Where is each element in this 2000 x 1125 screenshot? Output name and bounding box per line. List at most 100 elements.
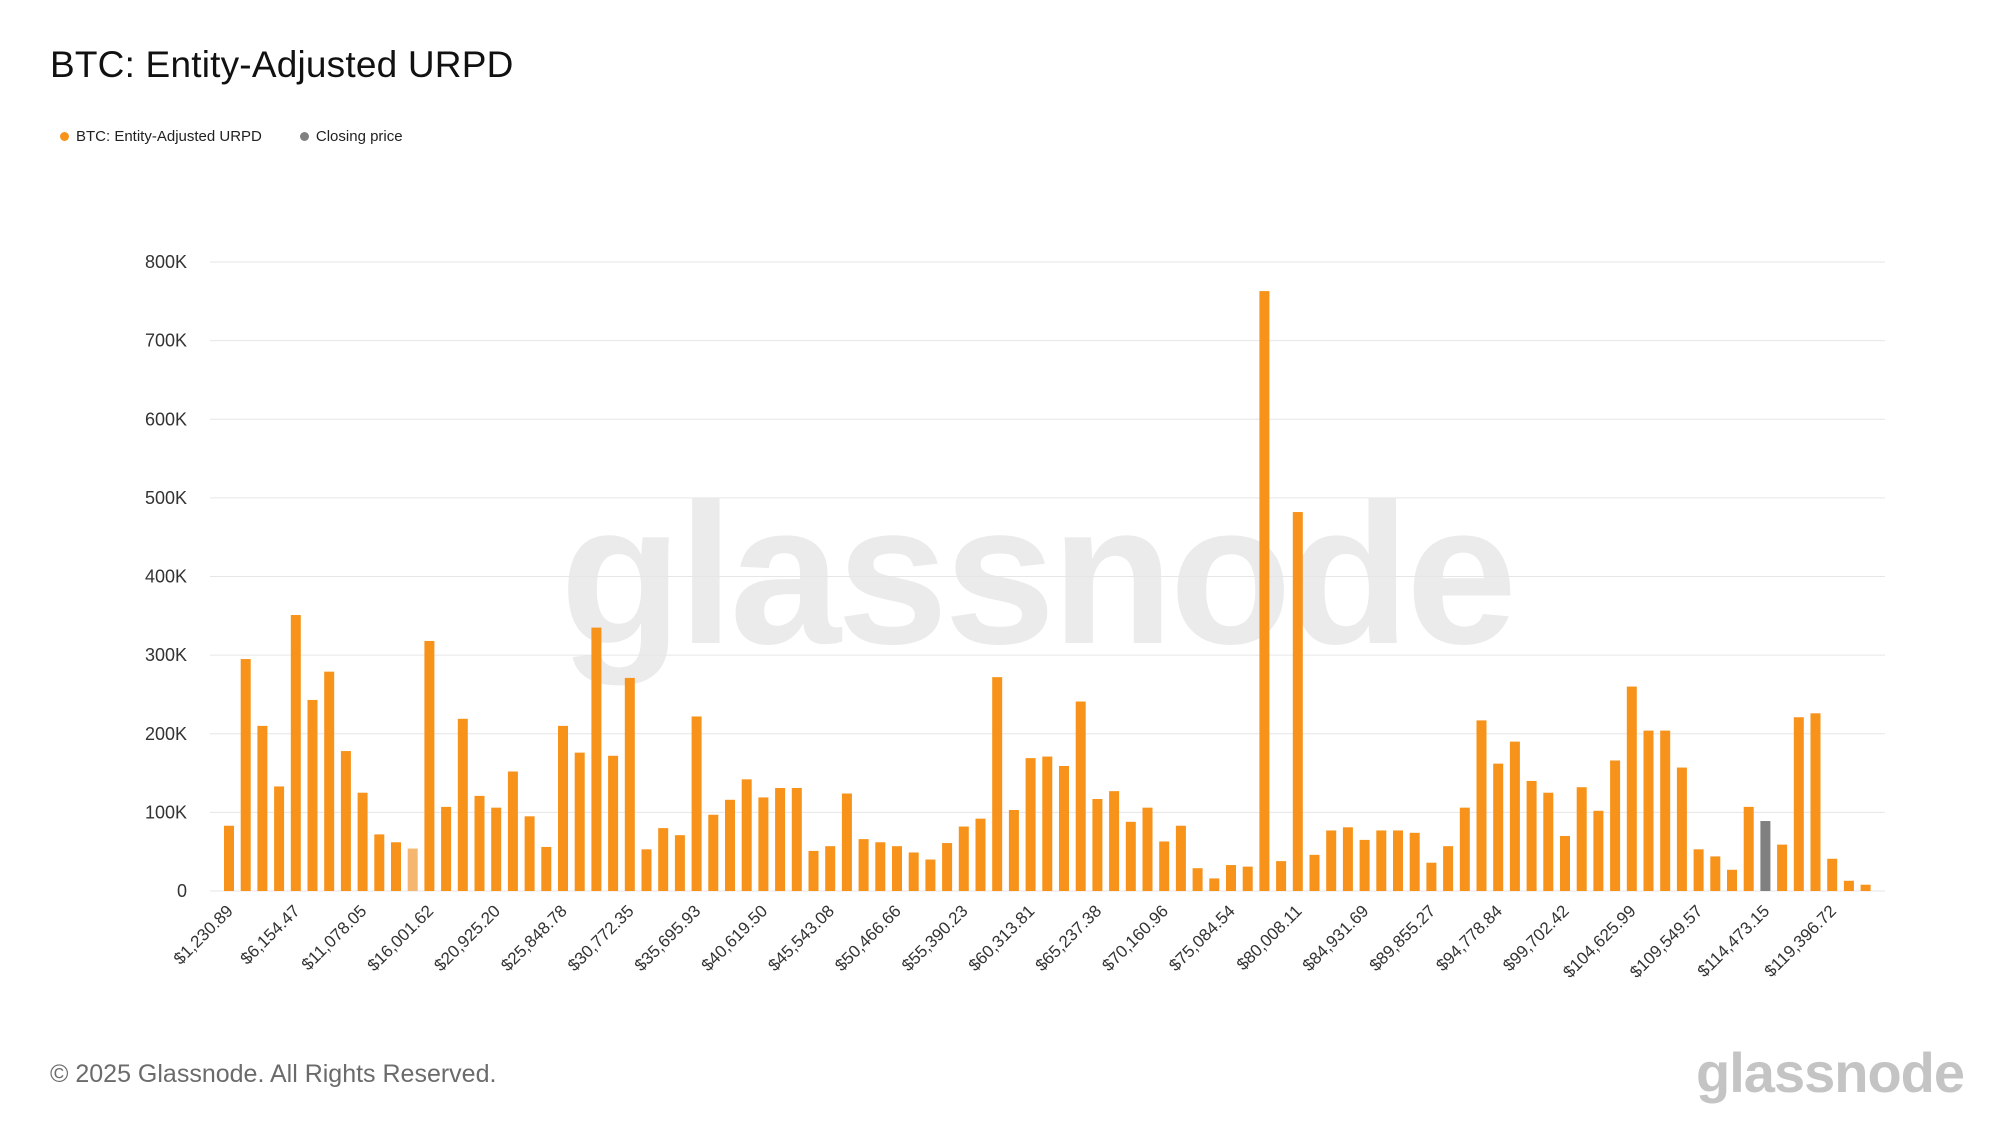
bar-urpd bbox=[1259, 291, 1270, 891]
bar-urpd bbox=[1125, 821, 1136, 891]
bar-urpd bbox=[340, 751, 351, 891]
y-tick-label: 400K bbox=[145, 567, 187, 587]
bar-urpd bbox=[1025, 758, 1036, 891]
bar-urpd bbox=[1777, 844, 1788, 891]
bar-urpd bbox=[1509, 741, 1520, 891]
bar-urpd bbox=[1626, 686, 1637, 891]
bar-urpd bbox=[357, 792, 368, 891]
bar-urpd bbox=[608, 755, 619, 891]
bar-urpd bbox=[808, 850, 819, 891]
bar-urpd bbox=[674, 835, 685, 891]
legend: BTC: Entity-Adjusted URPD Closing price bbox=[60, 128, 441, 145]
x-tick-label: $55,390.23 bbox=[898, 901, 972, 975]
bar-urpd bbox=[591, 627, 602, 891]
y-tick-label: 300K bbox=[145, 645, 187, 665]
bar-urpd bbox=[1142, 807, 1153, 891]
bar-urpd bbox=[758, 797, 769, 891]
bar-urpd bbox=[1793, 717, 1804, 891]
bar-urpd bbox=[658, 828, 669, 891]
bar-urpd bbox=[908, 852, 919, 891]
bar-urpd bbox=[1309, 854, 1320, 891]
x-tick-label: $11,078.05 bbox=[298, 901, 371, 974]
bar-urpd bbox=[875, 842, 886, 891]
y-tick-label: 100K bbox=[145, 802, 187, 822]
legend-dot-closing-price bbox=[299, 132, 309, 141]
bar-urpd bbox=[474, 795, 485, 891]
x-tick-label: $25,848.78 bbox=[497, 901, 571, 975]
x-tick-label: $1,230.89 bbox=[170, 901, 237, 968]
bar-urpd bbox=[541, 846, 552, 891]
x-tick-label: $50,466.66 bbox=[831, 901, 905, 975]
x-tick-label: $35,695.93 bbox=[631, 901, 705, 975]
bar-urpd bbox=[574, 752, 585, 891]
legend-item-urpd[interactable]: BTC: Entity-Adjusted URPD bbox=[60, 128, 262, 145]
bar-urpd bbox=[1393, 830, 1403, 891]
bar-urpd bbox=[1710, 856, 1721, 891]
y-tick-label: 0 bbox=[177, 881, 187, 901]
x-tick-label: $30,772.35 bbox=[564, 901, 638, 975]
bar-urpd bbox=[1843, 880, 1854, 891]
x-tick-label: $60,313.81 bbox=[965, 901, 1039, 975]
bar-urpd bbox=[841, 793, 852, 891]
bar-urpd bbox=[691, 716, 702, 891]
bar-urpd bbox=[1827, 858, 1838, 891]
bar-urpd bbox=[441, 806, 452, 891]
x-tick-label: $70,160.96 bbox=[1098, 901, 1172, 975]
bar-urpd bbox=[1059, 765, 1069, 891]
legend-label-urpd: BTC: Entity-Adjusted URPD bbox=[76, 128, 262, 145]
bar-urpd bbox=[1660, 730, 1671, 891]
bar-urpd bbox=[257, 725, 268, 891]
x-tick-label: $16,001.62 bbox=[364, 901, 438, 975]
bar-urpd bbox=[992, 677, 1003, 891]
bar-urpd bbox=[1459, 807, 1470, 891]
bar-urpd bbox=[1593, 810, 1604, 891]
bar-urpd bbox=[1860, 884, 1871, 891]
bar-urpd bbox=[1810, 713, 1821, 891]
bar-urpd bbox=[725, 799, 735, 891]
bar-urpd bbox=[1426, 862, 1437, 891]
bar-urpd bbox=[1326, 830, 1337, 891]
bar-urpd bbox=[524, 816, 535, 891]
bar-urpd bbox=[1376, 830, 1387, 891]
bar-urpd bbox=[491, 807, 502, 891]
bar-urpd bbox=[775, 788, 786, 891]
bar-closing-price bbox=[1760, 821, 1771, 891]
bar-urpd bbox=[1359, 839, 1370, 891]
bar-urpd bbox=[507, 771, 518, 891]
bar-urpd bbox=[1610, 760, 1621, 891]
x-tick-label: $20,925.20 bbox=[430, 901, 504, 975]
y-tick-label: 500K bbox=[145, 488, 187, 508]
bar-urpd bbox=[958, 826, 969, 891]
bar-urpd bbox=[1092, 799, 1103, 891]
bar-urpd bbox=[1242, 866, 1253, 891]
bar-urpd bbox=[274, 786, 285, 891]
bar-urpd bbox=[1226, 865, 1236, 891]
bar-urpd bbox=[224, 825, 234, 891]
bar-urpd bbox=[1676, 767, 1687, 891]
bar-urpd bbox=[290, 615, 301, 891]
bar-urpd bbox=[240, 659, 251, 891]
bar-urpd bbox=[942, 843, 953, 891]
bar-urpd bbox=[1042, 756, 1053, 891]
bar-urpd bbox=[1409, 832, 1420, 891]
bar-urpd bbox=[741, 779, 752, 891]
y-tick-label: 200K bbox=[145, 724, 187, 744]
bar-urpd bbox=[1743, 806, 1754, 891]
x-tick-label: $80,008.11 bbox=[1233, 901, 1306, 974]
bar-urpd bbox=[708, 814, 719, 891]
bar-urpd bbox=[1543, 792, 1554, 891]
y-tick-label: 600K bbox=[145, 409, 187, 429]
legend-item-closing-price[interactable]: Closing price bbox=[299, 128, 403, 145]
bar-urpd bbox=[1693, 849, 1704, 891]
watermark: glassnode bbox=[560, 463, 1517, 686]
bar-urpd bbox=[1560, 835, 1570, 891]
x-tick-label: $6,154.47 bbox=[237, 901, 304, 968]
bar-urpd bbox=[1109, 791, 1120, 891]
bar-urpd bbox=[1342, 827, 1353, 891]
bar-urpd bbox=[1493, 763, 1504, 891]
bar-urpd bbox=[391, 842, 401, 891]
bar-urpd bbox=[825, 846, 836, 891]
bar-urpd bbox=[1476, 720, 1487, 891]
bar-urpd bbox=[641, 849, 652, 891]
y-tick-label: 800K bbox=[145, 252, 187, 272]
